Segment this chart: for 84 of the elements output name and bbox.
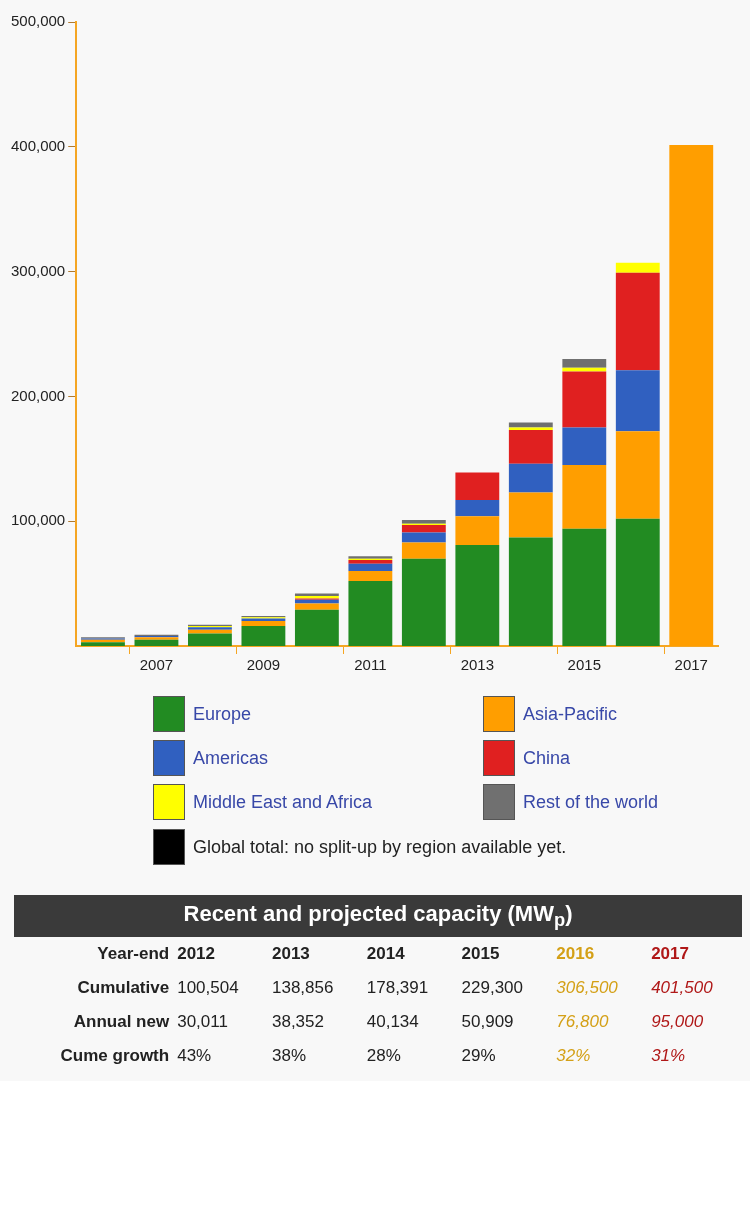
bar (401, 542, 446, 559)
bar (294, 599, 339, 604)
text: 31% (650, 1045, 687, 1068)
text: 40,134 (365, 1011, 420, 1034)
text: 2017 (650, 943, 690, 966)
bar (562, 465, 607, 529)
y-tick-label: 100,000 (10, 511, 66, 529)
y-tick-label: 500,000 (10, 12, 66, 30)
x-tick-label: 2007 (139, 656, 174, 674)
bar (615, 370, 660, 432)
text: 306,500 (555, 977, 619, 1000)
bar (562, 371, 607, 428)
bar (401, 524, 446, 533)
bar (508, 422, 553, 428)
bar (188, 633, 232, 646)
bar (615, 272, 660, 371)
text: 178,391 (365, 977, 430, 1000)
bar (615, 262, 660, 273)
legend-label: Rest of the world (523, 791, 659, 813)
text: 32% (555, 1045, 592, 1068)
bar (455, 516, 500, 545)
text: 38% (270, 1045, 307, 1068)
text: 2015 (460, 943, 501, 966)
legend-label: China (523, 747, 571, 769)
text: 28% (365, 1045, 402, 1068)
text: 50,909 (460, 1011, 515, 1034)
bar (241, 626, 286, 646)
bar (562, 358, 607, 368)
x-tick-label: 2013 (460, 656, 495, 674)
bar (348, 563, 393, 572)
legend-label: Americas (193, 747, 269, 769)
bar (294, 603, 339, 610)
text: Cume growth (59, 1045, 171, 1068)
bar (508, 537, 553, 646)
bar (508, 430, 553, 464)
x-tick-label: 2009 (246, 656, 281, 674)
bar (188, 629, 232, 634)
bar (455, 499, 500, 517)
bar (134, 639, 179, 646)
bar (401, 519, 446, 524)
text: 2012 (176, 943, 216, 966)
bar (562, 427, 607, 466)
text: 2016 (555, 943, 596, 966)
text: 95,000 (650, 1011, 705, 1034)
text: 2013 (270, 943, 311, 966)
bar (508, 492, 553, 538)
text: 2014 (365, 943, 406, 966)
bar (615, 431, 660, 519)
legend-label: Europe (193, 703, 252, 725)
text: 38,352 (270, 1011, 325, 1034)
x-tick-label: 2011 (354, 656, 387, 674)
x-tick-label: 2015 (567, 656, 601, 674)
bar (562, 528, 607, 646)
text: 229,300 (460, 977, 524, 1000)
bar (401, 532, 446, 543)
bar (348, 571, 393, 582)
bar (615, 518, 660, 646)
text: Year-end (96, 943, 171, 966)
text: Annual new (72, 1011, 171, 1034)
text: 401,500 (650, 977, 714, 1000)
bar (455, 544, 500, 646)
text: Cumulative (76, 977, 171, 1000)
y-tick-label: 300,000 (10, 261, 66, 279)
text: 29% (460, 1045, 497, 1068)
text: Recent and projected capacity (MW$_{p}$) (14, 895, 742, 938)
text: 43% (176, 1045, 213, 1068)
text: 30,011 (176, 1011, 229, 1034)
text: 76,800 (555, 1011, 610, 1034)
legend-label: Asia-Pacific (523, 703, 618, 725)
bar (348, 559, 393, 564)
bar (348, 581, 393, 646)
bar (455, 472, 500, 500)
bar (241, 621, 286, 627)
text: Global total: no split-up by region available yet. (193, 836, 567, 858)
x-tick-label: 2017 (674, 656, 708, 674)
legend-label: Middle East and Africa (193, 791, 373, 813)
bar (669, 144, 714, 646)
bar (294, 609, 339, 646)
text: 138,856 (270, 977, 335, 1000)
bar (401, 558, 446, 646)
y-tick-label: 400,000 (10, 136, 66, 154)
text: 100,504 (176, 977, 240, 1000)
y-tick-label: 200,000 (10, 386, 66, 404)
bar (508, 463, 553, 493)
